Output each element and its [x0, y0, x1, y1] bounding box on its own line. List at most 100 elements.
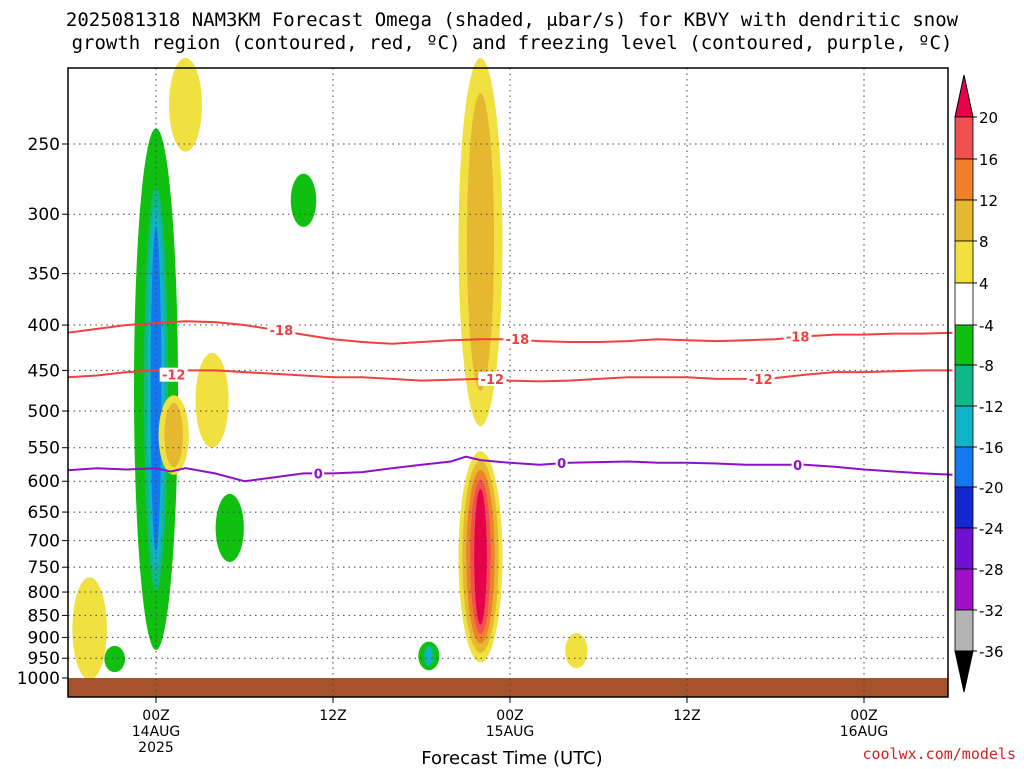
colorbar-label: -32: [979, 602, 1004, 620]
x-tick-label: 15AUG: [486, 724, 535, 740]
contour-layer: -18 -18 -18 -12 -12 -12 0 0 0: [67, 320, 953, 483]
contour-label-background: [503, 332, 532, 347]
colorbar-swatch: [954, 405, 974, 448]
omega-feature: [134, 128, 178, 651]
omega-level-fill: [474, 488, 487, 625]
plot-frame: [67, 67, 949, 698]
y-tick-label: 350: [28, 265, 60, 285]
y-tick-label: 800: [28, 583, 60, 603]
colorbar-swatch: [954, 324, 974, 366]
x-tick-label: 00Z: [142, 708, 169, 724]
colorbar-swatch: [954, 116, 974, 160]
contour-label: -12: [749, 373, 773, 388]
omega-level-fill: [565, 633, 588, 669]
contour-label: -12: [481, 373, 505, 388]
omega-level-fill: [72, 577, 107, 680]
y-tick-label: 300: [28, 205, 60, 225]
omega-level-fill: [169, 58, 202, 152]
colorbar-swatch: [954, 282, 974, 326]
contour-label: 0: [793, 459, 802, 474]
colorbar-swatch: [954, 609, 974, 652]
colorbar-label: -4: [979, 317, 994, 335]
contour-label-background: [478, 371, 507, 386]
omega-level-fill: [466, 93, 495, 391]
y-tick-label: 950: [28, 649, 60, 669]
colorbar-label: -24: [979, 520, 1004, 538]
contour-label: -18: [786, 330, 810, 345]
omega-feature: [169, 58, 202, 152]
credit-text: coolwx.com/models: [862, 745, 1016, 763]
x-tick-label: 12Z: [319, 708, 346, 724]
omega-feature: [104, 645, 126, 673]
colorbar-swatch: [954, 199, 974, 242]
contour-label: -12: [162, 369, 186, 384]
colorbar-label: 12: [979, 192, 998, 210]
contour-label-background: [783, 329, 812, 344]
contour-label: -18: [270, 324, 294, 339]
colorbar-label: -20: [979, 479, 1004, 497]
omega-feature: [565, 633, 588, 669]
contour-label-background: [267, 322, 296, 337]
omega-level-fill: [110, 649, 120, 669]
colorbar-label: -16: [979, 439, 1004, 457]
y-tick-label: 750: [28, 558, 60, 578]
colorbar-swatch: [954, 364, 974, 407]
contour-label: 0: [557, 457, 566, 472]
omega-feature: [72, 577, 107, 680]
chart-title-line-2: growth region (contoured, red, ºC) and f…: [71, 32, 953, 54]
omega-level-fill: [297, 181, 310, 220]
y-tick-label: 550: [28, 439, 60, 459]
colorbar-label: 8: [979, 233, 989, 251]
x-tick-label: 16AUG: [840, 724, 889, 740]
y-tick-label: 650: [28, 503, 60, 523]
contour-label-background: [746, 371, 775, 386]
contour-label-background: [791, 457, 804, 472]
omega-level-fill: [425, 646, 432, 666]
ground-bar: [68, 678, 948, 697]
y-tick-label: 900: [28, 628, 60, 648]
contour-label-background: [159, 367, 188, 382]
colorbar-label: -36: [979, 643, 1004, 661]
omega-feature: [458, 451, 503, 663]
colorbar-swatch: [954, 568, 974, 611]
contour-label: 0: [314, 467, 323, 482]
y-tick-label: 450: [28, 361, 60, 381]
omega-feature: [195, 352, 229, 448]
y-tick-label: 1000: [17, 669, 60, 689]
colorbar-label: -28: [979, 561, 1004, 579]
y-axis: 2503003504004505005506006507007508008509…: [17, 135, 68, 689]
contour-label: -18: [506, 333, 530, 348]
colorbar-label: 4: [979, 275, 989, 293]
colorbar-swatch: [954, 446, 974, 488]
colorbar-label: 16: [979, 151, 998, 169]
x-tick-label: 12Z: [673, 708, 700, 724]
x-tick-label: 2025: [138, 740, 174, 756]
chart-title-line-1: 2025081318 NAM3KM Forecast Omega (shaded…: [65, 9, 959, 31]
x-tick-label: 14AUG: [132, 724, 181, 740]
omega-shading-layer: [72, 58, 588, 680]
omega-feature: [458, 58, 503, 427]
contour-line: [67, 455, 953, 483]
colorbar-label: 20: [979, 109, 998, 127]
omega-feature: [158, 395, 189, 475]
colorbar-bottom-arrow: [954, 650, 974, 693]
x-tick-label: 00Z: [496, 708, 523, 724]
y-tick-label: 600: [28, 472, 60, 492]
y-tick-label: 700: [28, 532, 60, 552]
x-tick-label: 00Z: [850, 708, 877, 724]
y-tick-label: 500: [28, 402, 60, 422]
omega-level-fill: [223, 503, 237, 553]
colorbar-label: -8: [979, 357, 994, 375]
contour-label-background: [555, 455, 568, 470]
y-tick-label: 850: [28, 606, 60, 626]
contour-label-background: [312, 466, 325, 481]
colorbar-swatch: [954, 486, 974, 529]
omega-level-fill: [195, 352, 229, 448]
omega-feature: [215, 493, 244, 563]
colorbar-top-arrow: [954, 74, 974, 118]
omega-colorbar: 20 16 12 8 4 -4 -8 -12 -16 -20 -24 -28 -32 -36: [954, 74, 1004, 693]
colorbar-swatch: [954, 158, 974, 201]
omega-level-fill: [164, 402, 184, 468]
